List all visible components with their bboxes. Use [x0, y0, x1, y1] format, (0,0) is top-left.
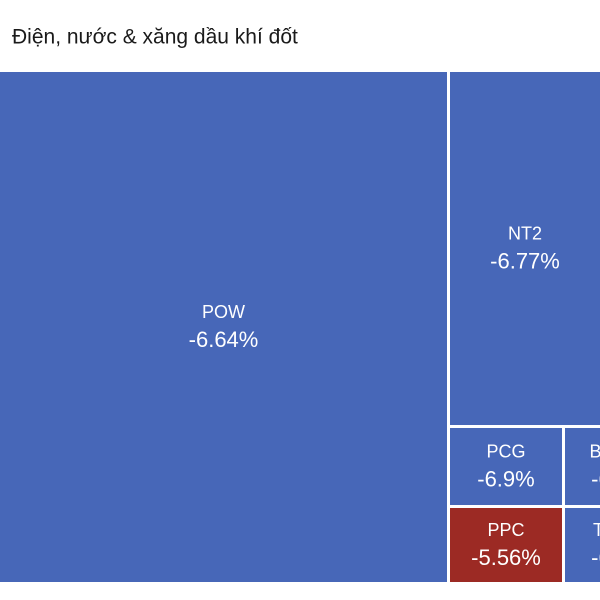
chart-title: Điện, nước & xăng dầu khí đốt [12, 26, 298, 49]
tile [450, 428, 562, 505]
tile-value: -6.9% [477, 466, 534, 491]
tile-value: -6. [591, 545, 600, 570]
tile-value: -6.64% [189, 327, 259, 352]
tile [565, 428, 600, 505]
tile-value: -6.77% [490, 248, 560, 273]
tile-name: PPC [487, 520, 524, 540]
tile-value: -5.56% [471, 545, 541, 570]
tile [450, 508, 562, 582]
tile-name: NT2 [508, 223, 542, 243]
tile-value: -6. [591, 466, 600, 491]
tile-name: PCG [486, 441, 525, 461]
tile [450, 72, 600, 425]
tile-name: POW [202, 302, 245, 322]
tile [0, 72, 447, 582]
tile-name: TT [593, 520, 600, 540]
tile-name: BW [590, 441, 600, 461]
tile [565, 508, 600, 582]
treemap: POW -6.64% NT2 -6.77% PCG -6.9% BW -6. PPC -5.56%… [0, 72, 600, 582]
